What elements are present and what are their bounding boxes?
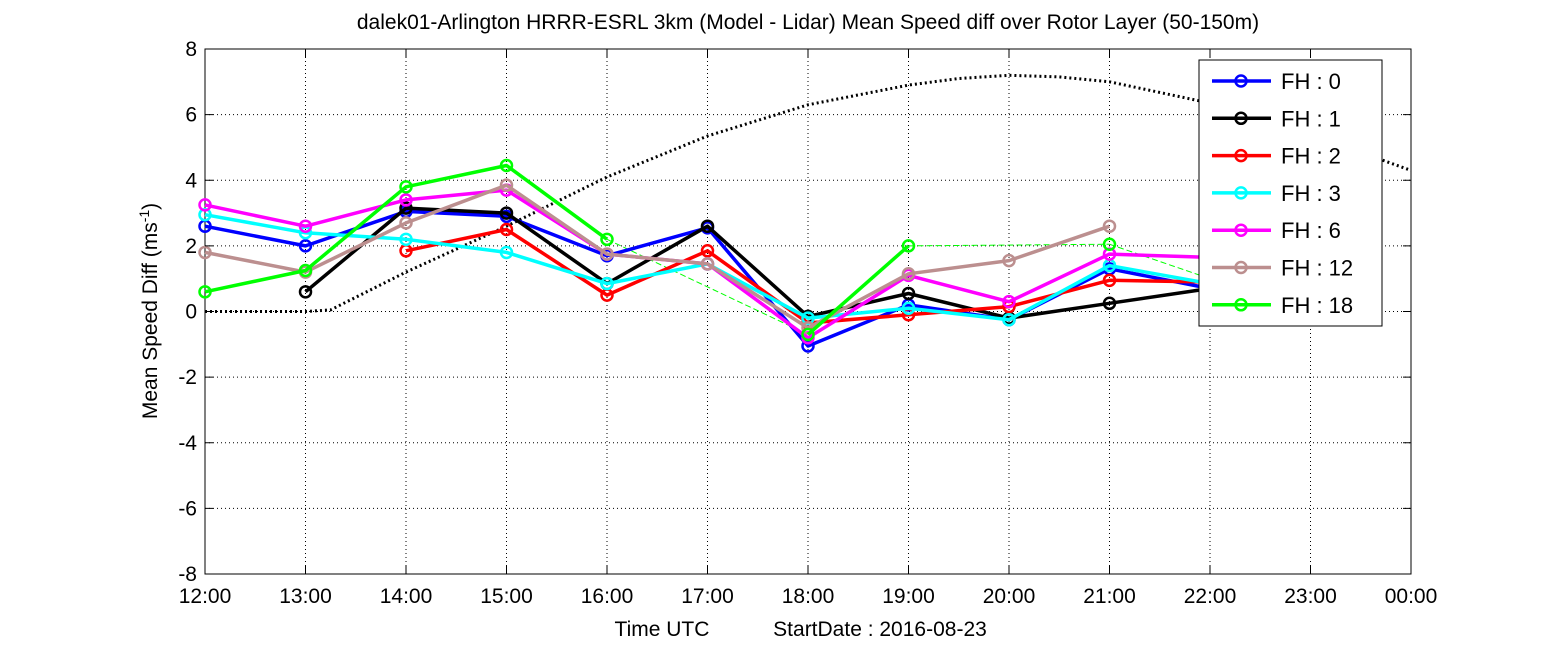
y-tick-label: -2 [178,366,197,389]
data-point-marker [1102,237,1117,251]
data-point-marker [901,239,916,253]
series-line [304,206,1211,320]
legend-marker [1234,298,1248,312]
y-tick-label: 2 [185,235,197,258]
legend-label: FH : 2 [1281,144,1341,169]
reference-curve-layer [205,73,1412,313]
data-point-marker [399,232,413,247]
y-axis-label-superscript: -1 [136,210,152,223]
x-tick-label: 22:00 [1184,585,1237,608]
data-point-marker [1002,294,1016,309]
data-point-marker [1102,296,1117,311]
data-point-marker [600,247,614,261]
y-tick-label: 8 [185,38,197,61]
data-point-marker [499,222,514,237]
x-tick-label: 14:00 [380,585,433,608]
series-fh1 [298,201,1217,325]
y-tick-label: 4 [185,169,197,192]
series-layer [198,158,1217,353]
x-tick-label: 18:00 [782,585,835,608]
data-point-marker [298,285,313,299]
chart-title: dalek01-Arlington HRRR-ESRL 3km (Model -… [357,11,1259,34]
x-tick-label: 15:00 [480,585,533,608]
y-tick-label: 0 [185,301,197,324]
data-point-marker [1102,219,1117,233]
legend: FH : 0 FH : 1 FH : 2 FH : 3 FH : 6 FH : 12 FH … [1198,59,1383,327]
legend-label: FH : 18 [1281,293,1353,318]
data-point-marker [399,216,413,230]
data-point-marker [399,180,413,194]
data-point-marker [298,219,313,233]
reference-dotted-curve [205,73,1412,313]
data-point-marker [399,201,413,215]
data-point-marker [700,219,715,233]
data-point-marker [1102,273,1117,288]
start-date-label: StartDate : 2016-08-23 [773,618,987,641]
x-tick-label: 21:00 [1083,585,1136,608]
legend-marker [1234,74,1248,88]
data-point-marker [399,193,413,207]
data-point-marker [700,257,715,271]
data-point-marker [499,206,514,220]
x-tick-label: 19:00 [882,585,935,608]
data-point-marker [298,239,313,253]
y-tick-label: -6 [178,497,197,520]
legend-marker [1234,223,1248,237]
series-gap-link [606,238,809,335]
y-tick-label: -4 [178,432,197,455]
legend-marker [1234,186,1248,200]
legend-box [1198,59,1383,327]
data-point-marker [600,232,614,247]
x-tick-label: 12:00 [179,585,232,608]
legend-label: FH : 6 [1281,218,1341,243]
data-point-marker [901,267,916,281]
legend-label: FH : 0 [1281,69,1341,94]
y-axis-label-close: ) [139,203,162,210]
data-point-marker [901,286,916,301]
legend-marker [1234,111,1248,126]
series-line [806,244,910,336]
data-point-marker [198,198,212,212]
x-tick-label: 00:00 [1385,585,1438,608]
x-tick-labels: 12:00 13:00 14:00 15:00 16:00 17:00 18:00 19:00… [179,49,1438,608]
data-point-marker [1002,253,1016,268]
legend-marker [1234,260,1248,275]
legend-label: FH : 12 [1281,256,1353,281]
data-point-marker [499,178,514,192]
legend-label: FH : 1 [1281,106,1341,131]
legend-marker [1234,148,1248,163]
x-tick-label: 16:00 [581,585,634,608]
data-point-marker [801,327,815,342]
x-tick-label: 20:00 [983,585,1036,608]
x-tick-label: 17:00 [681,585,734,608]
y-axis-label: Mean Speed Diff (ms-1) [136,203,162,419]
x-tick-label: 23:00 [1284,585,1337,608]
data-point-marker [499,245,514,260]
data-point-marker [1002,312,1016,327]
data-point-marker [600,276,614,291]
series-line [204,183,1111,330]
data-point-marker [198,285,212,299]
y-tick-label: -8 [178,563,197,586]
data-point-marker [700,244,715,258]
legend-label: FH : 3 [1281,181,1341,206]
series-gap-link [908,243,1110,247]
x-tick-label: 13:00 [279,585,332,608]
data-point-marker [198,245,212,260]
y-axis-label-main: Mean Speed Diff (ms [139,222,162,419]
legend-entries: FH : 0 FH : 1 FH : 2 FH : 3 FH : 6 FH : 12 FH … [1212,69,1353,318]
data-point-marker [298,263,313,278]
series-line [204,163,609,294]
data-point-marker [901,301,916,315]
data-point-marker [499,158,514,173]
y-tick-label: 6 [185,104,197,127]
y-tick-labels: 8 6 4 2 0 -2 -4 -6 -8 [178,38,1411,586]
series-fh18 [198,158,1117,342]
x-axis-label: Time UTC [615,618,710,641]
